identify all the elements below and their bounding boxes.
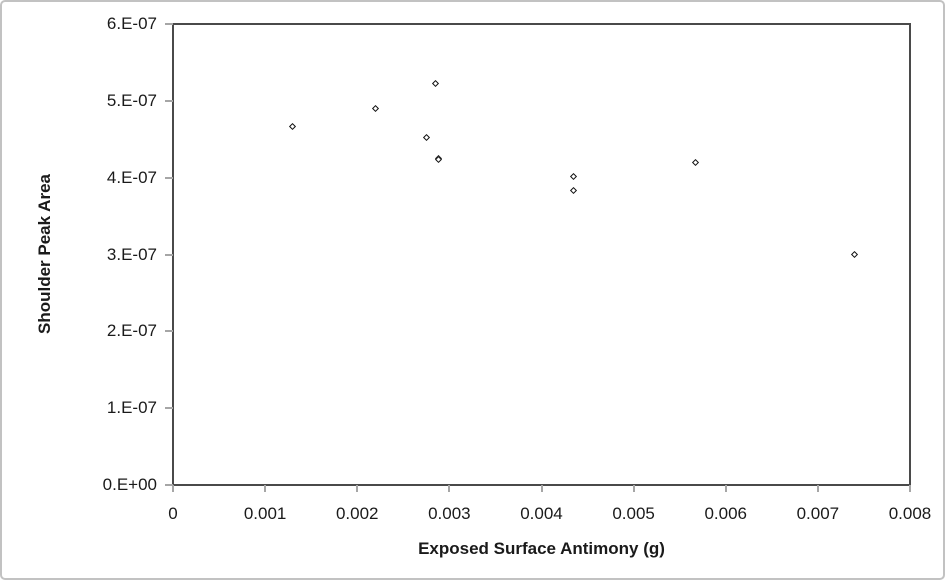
x-tick-mark (264, 485, 267, 492)
y-tick-label: 2.E-07 (106, 321, 157, 341)
y-tick-label: 0.E+00 (102, 475, 157, 494)
x-tick-label: 0.005 (612, 504, 655, 523)
x-tick-mark (448, 485, 451, 492)
x-tick-label: 0.002 (335, 504, 379, 523)
y-tick-label: 3.E-07 (106, 244, 157, 264)
x-tick-label: 0.007 (796, 504, 840, 523)
x-tick-mark (909, 485, 911, 492)
x-tick-label: 0.008 (888, 504, 932, 523)
x-tick-mark (540, 485, 543, 492)
x-tick-mark (632, 485, 635, 492)
x-tick-mark (816, 485, 819, 492)
x-tick-label: 0 (168, 504, 178, 523)
y-tick-label: 6.E-07 (106, 14, 157, 33)
x-tick-label: 0.003 (428, 504, 471, 523)
x-tick-label: 0.006 (704, 504, 748, 523)
y-tick-label: 4.E-07 (106, 167, 157, 187)
y-tick-label: 5.E-07 (106, 90, 157, 110)
x-tick-label: 0.001 (243, 504, 287, 523)
x-tick-mark (724, 485, 727, 492)
x-tick-mark (172, 485, 174, 492)
y-tick-label: 1.E-07 (106, 398, 157, 418)
x-axis-title: Exposed Surface Antimony (g) (418, 539, 665, 558)
plot-area (172, 23, 911, 486)
x-tick-mark (356, 485, 359, 492)
x-tick-label: 0.004 (520, 504, 563, 523)
y-axis-title: Shoulder Peak Area (35, 174, 54, 334)
